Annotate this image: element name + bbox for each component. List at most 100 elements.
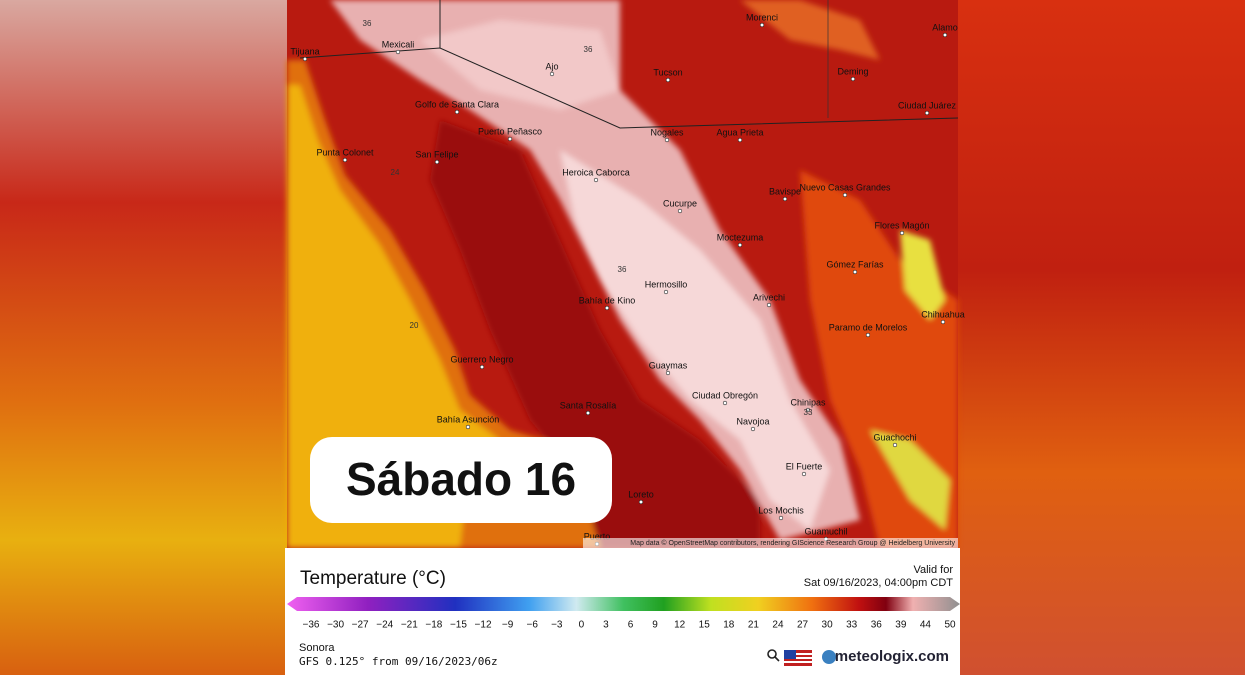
contour-label: 33 xyxy=(804,408,813,417)
colorbar-tick-label: 18 xyxy=(723,620,735,631)
day-label-box xyxy=(310,437,612,523)
city-label: Nuevo Casas Grandes xyxy=(799,182,891,192)
city-marker xyxy=(665,77,671,83)
city-marker xyxy=(942,32,948,38)
city-label: Ciudad Juárez xyxy=(898,100,957,110)
city-label: Arivechi xyxy=(753,292,785,302)
city-label: Hermosillo xyxy=(645,279,688,289)
city-marker xyxy=(924,110,930,116)
contour-label: 24 xyxy=(391,168,400,177)
colorbar-tick-label: 12 xyxy=(674,620,686,631)
colorbar-tick-label: 15 xyxy=(699,620,711,631)
valid-time: Sat 09/16/2023, 04:00pm CDT xyxy=(804,577,953,589)
city-marker xyxy=(805,407,811,413)
city-marker xyxy=(737,242,743,248)
city-label: Santa Rosalía xyxy=(560,400,617,410)
colorbar-tick-label: 27 xyxy=(797,620,809,631)
colorbar-tick-label: −6 xyxy=(526,620,538,631)
city-marker xyxy=(722,400,728,406)
colorbar-tick-label: 39 xyxy=(895,620,907,631)
colorbar-tick-label: −27 xyxy=(352,620,369,631)
search-icon[interactable] xyxy=(767,649,780,662)
city-marker xyxy=(892,442,898,448)
contour-label: 36 xyxy=(363,19,372,28)
city-marker xyxy=(865,332,871,338)
city-label: Deming xyxy=(837,66,868,76)
city-marker xyxy=(940,319,946,325)
colorbar-tick-label: −24 xyxy=(376,620,393,631)
city-label: Guaymas xyxy=(649,360,688,370)
brand[interactable]: meteologix.com xyxy=(835,648,949,665)
city-marker xyxy=(664,137,670,143)
contour-label: 20 xyxy=(410,321,419,330)
valid-label: Valid for xyxy=(913,564,953,576)
colorbar-tick-label: 50 xyxy=(944,620,956,631)
city-label: Loreto xyxy=(628,489,654,499)
city-label: Guamuchil xyxy=(804,526,847,536)
us-flag-icon[interactable] xyxy=(784,650,812,666)
city-marker xyxy=(737,137,743,143)
city-marker xyxy=(465,424,471,430)
colorbar-tick-label: −36 xyxy=(303,620,320,631)
city-label: Chihuahua xyxy=(921,309,965,319)
city-label: Guachochi xyxy=(873,432,916,442)
city-marker xyxy=(549,71,555,77)
colorbar-tick-label: 9 xyxy=(652,620,658,631)
attribution: Map data © OpenStreetMap contributors, r… xyxy=(630,539,955,547)
city-marker xyxy=(604,305,610,311)
region: Sonora xyxy=(299,642,335,654)
city-marker xyxy=(766,302,772,308)
colorbar-tick-label: −12 xyxy=(475,620,492,631)
city-marker xyxy=(342,157,348,163)
color-bar xyxy=(287,597,960,611)
city-label: Punta Colonet xyxy=(316,147,374,157)
city-marker xyxy=(507,136,513,142)
city-label: Alamo xyxy=(932,22,958,32)
city-label: Paramo de Morelos xyxy=(829,322,908,332)
city-marker xyxy=(759,22,765,28)
city-label: Agua Prieta xyxy=(716,127,763,137)
city-label: Guerrero Negro xyxy=(450,354,513,364)
city-marker xyxy=(842,192,848,198)
colorbar-tick-label: −15 xyxy=(450,620,467,631)
city-marker xyxy=(852,269,858,275)
city-marker xyxy=(434,159,440,165)
city-marker xyxy=(479,364,485,370)
map: Tijuana Mexicali Morenci Alamo Deming Tucson A… xyxy=(287,0,965,548)
colorbar-tick-label: 21 xyxy=(748,620,760,631)
colorbar-tick-label: −3 xyxy=(551,620,563,631)
city-label: Los Mochis xyxy=(758,505,804,515)
colorbar-tick-label: 24 xyxy=(772,620,784,631)
city-label: Puerto Peñasco xyxy=(478,126,542,136)
city-marker xyxy=(782,196,788,202)
city-label: Cucurpe xyxy=(663,198,697,208)
contour-label: 36 xyxy=(618,265,627,274)
legend-title: Temperature (°C) xyxy=(300,568,446,589)
colorbar-tick-label: 36 xyxy=(871,620,883,631)
city-marker xyxy=(850,76,856,82)
city-label: Flores Magón xyxy=(874,220,929,230)
city-label: Bahía Asunción xyxy=(437,414,500,424)
colorbar-tick-label: 44 xyxy=(920,620,932,631)
colorbar-tick-label: −30 xyxy=(327,620,344,631)
colorbar-tick-label: −21 xyxy=(401,620,418,631)
colorbar-tick-label: 0 xyxy=(579,620,585,631)
city-marker xyxy=(677,208,683,214)
city-label: Nogales xyxy=(650,127,684,137)
city-label: Tijuana xyxy=(290,46,319,56)
city-marker xyxy=(585,410,591,416)
blurred-background xyxy=(958,0,1245,675)
colorbar-tick-label: 30 xyxy=(822,620,834,631)
contour-label: 36 xyxy=(584,45,593,54)
city-marker xyxy=(395,49,401,55)
city-label: Navojoa xyxy=(736,416,769,426)
city-label: Gómez Farías xyxy=(826,259,884,269)
colorbar-tick-label: −9 xyxy=(502,620,514,631)
model-run: GFS 0.125° from 09/16/2023/06z xyxy=(299,655,498,668)
city-marker xyxy=(801,471,807,477)
city-marker xyxy=(638,499,644,505)
city-label: Bavispe xyxy=(769,186,801,196)
city-label: Ciudad Obregón xyxy=(692,390,758,400)
legend-panel xyxy=(285,548,960,675)
